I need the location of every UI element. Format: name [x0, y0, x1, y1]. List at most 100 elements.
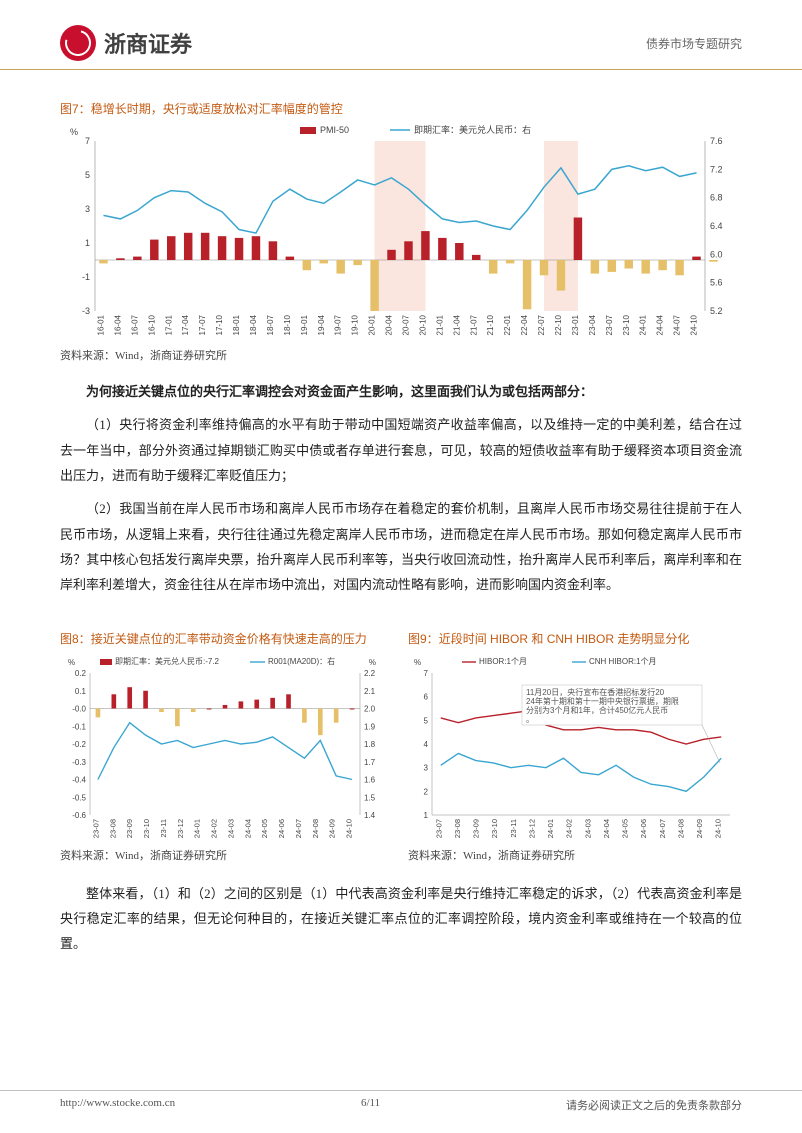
svg-text:1.9: 1.9 [364, 722, 376, 731]
company-logo: 浙商证券 [60, 25, 192, 61]
svg-text:-0.2: -0.2 [72, 740, 86, 749]
svg-text:HIBOR:1个月: HIBOR:1个月 [479, 657, 527, 666]
svg-text:23-09: 23-09 [125, 819, 134, 838]
svg-text:-0.6: -0.6 [72, 811, 86, 820]
svg-text:17-10: 17-10 [215, 314, 224, 335]
svg-text:5.2: 5.2 [710, 306, 723, 316]
svg-text:24年第十期和第十一期中央银行票据，期限: 24年第十期和第十一期中央银行票据，期限 [526, 696, 679, 706]
svg-text:23-10: 23-10 [490, 819, 499, 838]
svg-text:24-01: 24-01 [546, 819, 555, 838]
svg-text:6.4: 6.4 [710, 221, 723, 231]
svg-text:23-12: 23-12 [527, 819, 536, 838]
svg-text:7: 7 [85, 136, 90, 146]
svg-text:4: 4 [424, 740, 429, 749]
svg-text:24-10: 24-10 [690, 314, 699, 335]
svg-text:20-07: 20-07 [401, 314, 410, 335]
svg-text:24-02: 24-02 [210, 819, 219, 838]
svg-text:24-01: 24-01 [193, 819, 202, 838]
footer-disclaimer: 请务必阅读正文之后的免责条款部分 [566, 1097, 742, 1113]
svg-text:23-01: 23-01 [571, 314, 580, 335]
svg-text:24-05: 24-05 [260, 819, 269, 838]
fig9-title: 图9：近段时间 HIBOR 和 CNH HIBOR 走势明显分化 [408, 630, 742, 647]
svg-text:PMI-50: PMI-50 [320, 125, 349, 135]
svg-text:0.1: 0.1 [75, 687, 87, 696]
svg-text:3: 3 [85, 204, 90, 214]
svg-text:-0.5: -0.5 [72, 793, 86, 802]
svg-text:-0.3: -0.3 [72, 758, 86, 767]
svg-text:24-03: 24-03 [583, 819, 592, 838]
svg-text:21-04: 21-04 [452, 314, 461, 335]
svg-text:23-11: 23-11 [159, 819, 168, 838]
svg-text:-1: -1 [82, 272, 90, 282]
svg-text:24-07: 24-07 [294, 819, 303, 838]
svg-text:21-01: 21-01 [435, 314, 444, 335]
svg-text:%: % [70, 127, 78, 137]
svg-text:24-04: 24-04 [602, 819, 611, 838]
fig9-source: 资料来源：Wind，浙商证券研究所 [408, 847, 742, 863]
svg-text:22-10: 22-10 [554, 314, 563, 335]
svg-text:7.2: 7.2 [710, 164, 723, 174]
svg-text:24-05: 24-05 [621, 819, 630, 838]
svg-text:24-09: 24-09 [695, 819, 704, 838]
fig9-chart: %123456723-0723-0823-0923-1023-1123-1224… [408, 651, 742, 845]
svg-text:3: 3 [424, 763, 429, 772]
page-footer: http://www.stocke.com.cn 6/11 请务必阅读正文之后的… [0, 1090, 802, 1113]
svg-text:24-09: 24-09 [328, 819, 337, 838]
svg-text:7.6: 7.6 [710, 136, 723, 146]
para-3: 整体来看，（1）和（2）之间的区别是（1）中代表高资金利率是央行维持汇率稳定的诉… [60, 881, 742, 957]
svg-text:23-04: 23-04 [588, 314, 597, 335]
svg-text:即期汇率：美元兑人民币:-7.2: 即期汇率：美元兑人民币:-7.2 [115, 656, 220, 666]
svg-text:20-01: 20-01 [368, 314, 377, 335]
page-header: 浙商证券 债券市场专题研究 [0, 0, 802, 70]
svg-text:24-02: 24-02 [565, 819, 574, 838]
svg-text:18-04: 18-04 [249, 314, 258, 335]
svg-text:21-10: 21-10 [486, 314, 495, 335]
svg-text:-0.1: -0.1 [72, 722, 86, 731]
page-number: 6/11 [361, 1097, 380, 1113]
svg-text:5: 5 [85, 170, 90, 180]
svg-text:19-10: 19-10 [351, 314, 360, 335]
svg-text:16-07: 16-07 [130, 314, 139, 335]
fig9-label: 图9： [408, 632, 439, 646]
svg-text:CNH HIBOR:1个月: CNH HIBOR:1个月 [589, 657, 657, 666]
body-text-2: 整体来看，（1）和（2）之间的区别是（1）中代表高资金利率是央行维持汇率稳定的诉… [60, 881, 742, 957]
fig7-caption: 稳增长时期，央行或适度放松对汇率幅度的管控 [91, 102, 343, 116]
fig8-caption: 接近关键点位的汇率带动资金价格有快速走高的压力 [91, 632, 367, 646]
svg-text:23-08: 23-08 [453, 819, 462, 838]
svg-text:6: 6 [424, 692, 429, 701]
fig7-chart: -3-113575.25.66.06.46.87.27.6%16-0116-04… [60, 121, 742, 345]
svg-text:17-04: 17-04 [181, 314, 190, 335]
svg-text:0.2: 0.2 [75, 669, 87, 678]
svg-text:2.0: 2.0 [364, 704, 376, 713]
svg-text:23-08: 23-08 [108, 819, 117, 838]
svg-text:%: % [68, 658, 75, 667]
svg-text:17-01: 17-01 [164, 314, 173, 335]
svg-text:分别为3个月和1年，合计450亿元人民币: 分别为3个月和1年，合计450亿元人民币 [526, 705, 668, 715]
svg-text:-3: -3 [82, 306, 90, 316]
svg-text:16-01: 16-01 [96, 314, 105, 335]
svg-text:23-07: 23-07 [434, 819, 443, 838]
svg-text:23-07: 23-07 [605, 314, 614, 335]
svg-text:24-10: 24-10 [345, 819, 354, 838]
svg-text:-0.4: -0.4 [72, 775, 86, 784]
svg-text:18-01: 18-01 [232, 314, 241, 335]
svg-text:16-04: 16-04 [113, 314, 122, 335]
fig8-chart: %%-0.6-0.5-0.4-0.3-0.2-0.1-0.00.10.21.41… [60, 651, 394, 845]
svg-text:19-01: 19-01 [300, 314, 309, 335]
svg-text:23-09: 23-09 [472, 819, 481, 838]
svg-text:19-07: 19-07 [334, 314, 343, 335]
svg-text:2.2: 2.2 [364, 669, 376, 678]
svg-text:24-06: 24-06 [277, 819, 286, 838]
para-1: （1）央行将资金利率维持偏高的水平有助于带动中国短端资产收益率偏高，以及维持一定… [60, 412, 742, 488]
svg-text:24-10: 24-10 [714, 819, 723, 838]
svg-text:24-04: 24-04 [656, 314, 665, 335]
svg-text:R001(MA20D)：右: R001(MA20D)：右 [268, 656, 335, 666]
company-name: 浙商证券 [104, 27, 192, 59]
document-type: 债券市场专题研究 [646, 35, 742, 52]
svg-text:23-10: 23-10 [142, 819, 151, 838]
svg-text:21-07: 21-07 [469, 314, 478, 335]
fig8-label: 图8： [60, 632, 91, 646]
fig7-source: 资料来源：Wind，浙商证券研究所 [60, 347, 742, 363]
svg-text:18-07: 18-07 [266, 314, 275, 335]
svg-text:7: 7 [424, 669, 429, 678]
